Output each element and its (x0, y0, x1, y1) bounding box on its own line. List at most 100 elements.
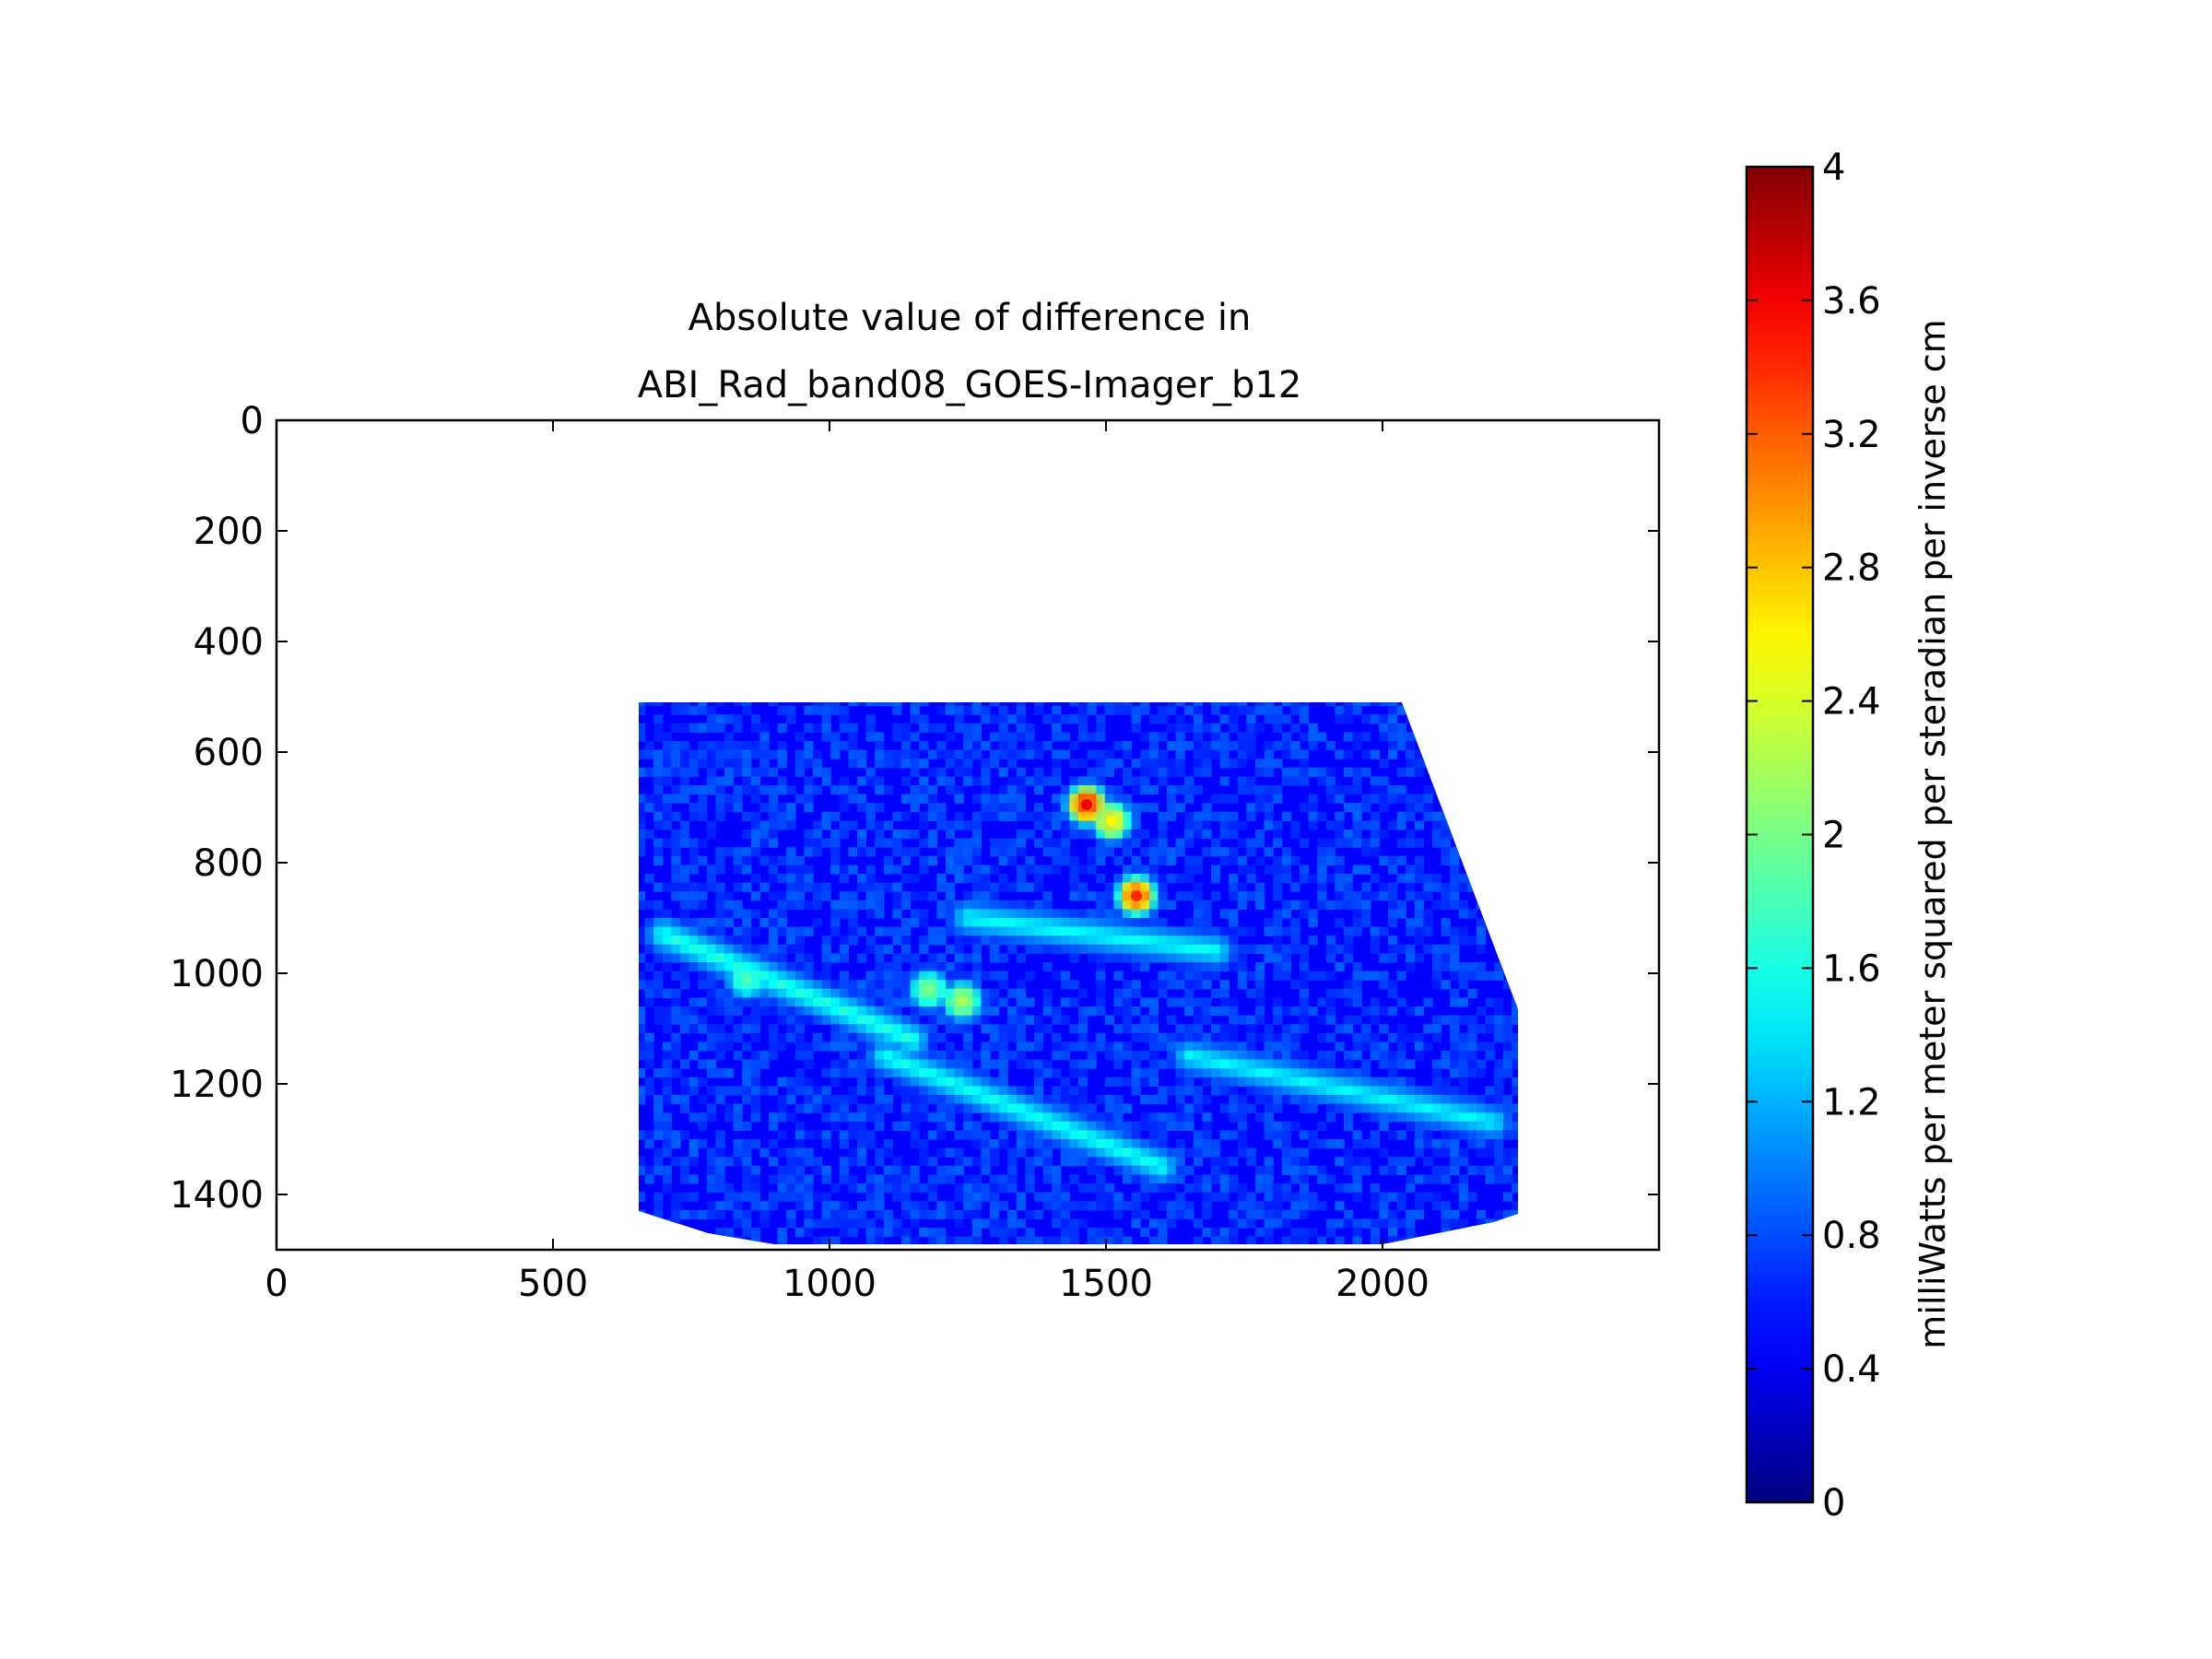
heatmap-cell (639, 953, 646, 963)
heatmap-cell (1007, 1174, 1018, 1184)
heatmap-cell (963, 776, 973, 786)
heatmap-cell (1148, 1139, 1159, 1149)
heatmap-cell (936, 776, 947, 786)
heatmap-cell (990, 935, 1000, 946)
heatmap-cell (662, 749, 672, 759)
heatmap-cell (1104, 909, 1114, 919)
heatmap-cell (981, 1147, 991, 1158)
heatmap-cell (653, 794, 664, 804)
heatmap-cell (821, 1174, 831, 1184)
heatmap-cell (1034, 767, 1044, 777)
heatmap-cell (688, 1077, 699, 1087)
heatmap-cell (1175, 1147, 1185, 1158)
heatmap-cell (1078, 944, 1088, 954)
heatmap-cell (981, 794, 991, 804)
heatmap-cell (883, 1165, 893, 1175)
heatmap-cell (998, 1174, 1008, 1184)
heatmap-cell (1052, 1121, 1062, 1131)
heatmap-cell (671, 1157, 681, 1167)
heatmap-cell (1219, 1059, 1230, 1069)
heatmap-cell (998, 1139, 1008, 1149)
heatmap-cell (1069, 820, 1079, 830)
heatmap-cell (1148, 714, 1159, 724)
heatmap-cell (1300, 1051, 1310, 1061)
heatmap-cell (1123, 1077, 1133, 1087)
heatmap-cell (1255, 1006, 1265, 1017)
heatmap-cell (946, 1041, 956, 1052)
heatmap-cell (733, 1139, 743, 1149)
heatmap-cell (1148, 1024, 1159, 1034)
heatmap-cell (1352, 865, 1362, 875)
heatmap-cell (883, 1183, 893, 1194)
heatmap-cell (680, 1077, 690, 1087)
heatmap-cell (1512, 1041, 1518, 1052)
heatmap-cell (1352, 811, 1362, 821)
heatmap-cell (777, 1041, 787, 1052)
heatmap-cell (733, 1103, 743, 1113)
heatmap-cell (1202, 900, 1212, 910)
heatmap-cell (981, 1157, 991, 1167)
heatmap-cell (1255, 988, 1265, 998)
heatmap-cell (971, 838, 982, 848)
heatmap-cell (1016, 865, 1026, 875)
heatmap-cell (821, 891, 831, 901)
heatmap-cell (1246, 785, 1256, 795)
heatmap-cell (1458, 1095, 1468, 1105)
heatmap-cell (1229, 1032, 1239, 1042)
heatmap-cell (698, 759, 708, 769)
heatmap-cell (1502, 1209, 1512, 1219)
heatmap-cell (901, 1086, 912, 1096)
heatmap-cell (1352, 1077, 1362, 1087)
heatmap-cell (1113, 794, 1124, 804)
heatmap-cell (910, 1041, 920, 1052)
heatmap-cell (927, 803, 937, 813)
heatmap-cell (1450, 900, 1460, 910)
heatmap-cell (1406, 1209, 1416, 1219)
heatmap-cell (1202, 811, 1212, 821)
heatmap-cell (1237, 1192, 1247, 1202)
heatmap-cell (653, 732, 664, 742)
heatmap-cell (883, 971, 893, 981)
heatmap-cell (1325, 953, 1335, 963)
heatmap-cell (821, 1192, 831, 1202)
heatmap-cell (1432, 1059, 1442, 1069)
heatmap-cell (1494, 1147, 1504, 1158)
heatmap-cell (1167, 723, 1177, 733)
heatmap-cell (954, 1068, 964, 1078)
heatmap-cell (769, 830, 779, 840)
heatmap-cell (1167, 855, 1177, 865)
heatmap-cell (769, 767, 779, 777)
heatmap-cell (1007, 1032, 1018, 1042)
heatmap-cell (1140, 962, 1150, 972)
heatmap-cell (1290, 1041, 1300, 1052)
heatmap-cell (1007, 759, 1018, 769)
heatmap-cell (769, 980, 779, 990)
heatmap-cell (1140, 785, 1150, 795)
heatmap-cell (971, 732, 982, 742)
heatmap-cell (1432, 980, 1442, 990)
heatmap-cell (1335, 1077, 1345, 1087)
heatmap-cell (680, 1086, 690, 1096)
heatmap-cell (1273, 785, 1283, 795)
heatmap-cell (1211, 1006, 1221, 1017)
heatmap-cell (1335, 1068, 1345, 1078)
colorbar-tick-label: 2 (1822, 815, 1845, 857)
heatmap-cell (1450, 1183, 1460, 1194)
heatmap-cell (1158, 971, 1168, 981)
heatmap-cell (1078, 705, 1088, 715)
heatmap-cell (875, 702, 885, 707)
heatmap-cell (1096, 900, 1106, 910)
heatmap-cell (954, 1192, 964, 1202)
heatmap-cell (1379, 803, 1389, 813)
heatmap-cell (830, 811, 841, 821)
heatmap-cell (981, 1112, 991, 1123)
heatmap-cell (1423, 1174, 1433, 1184)
heatmap-cell (777, 803, 787, 813)
heatmap-cell (742, 1192, 752, 1202)
heatmap-cell (971, 855, 982, 865)
heatmap-cell (680, 865, 690, 875)
heatmap-cell (1467, 1051, 1477, 1061)
heatmap-cell (1158, 759, 1168, 769)
heatmap-cell (1016, 749, 1026, 759)
